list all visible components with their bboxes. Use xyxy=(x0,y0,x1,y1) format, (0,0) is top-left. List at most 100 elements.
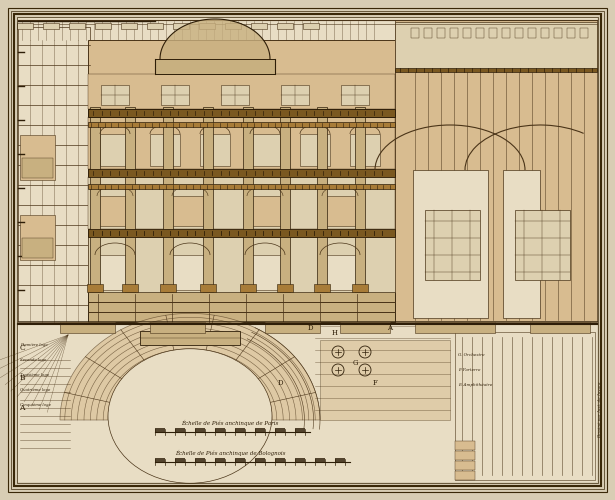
Bar xyxy=(18,18,597,322)
Bar xyxy=(215,428,225,432)
Bar xyxy=(275,458,285,462)
Bar xyxy=(317,107,327,292)
Bar xyxy=(88,122,395,127)
Text: A: A xyxy=(387,324,392,332)
Text: D: D xyxy=(277,379,283,387)
Bar xyxy=(567,28,575,38)
Bar xyxy=(277,284,293,292)
Bar xyxy=(147,23,163,29)
Bar xyxy=(163,107,173,292)
Bar xyxy=(88,292,395,322)
Text: A: A xyxy=(19,404,25,412)
Bar xyxy=(350,134,380,166)
Bar xyxy=(215,458,225,462)
Bar xyxy=(88,74,395,109)
Bar xyxy=(69,23,85,29)
Bar xyxy=(200,134,230,166)
Bar xyxy=(277,23,293,29)
Bar xyxy=(413,170,488,318)
Bar xyxy=(100,134,130,166)
Bar xyxy=(172,196,208,226)
Bar xyxy=(200,284,216,292)
Bar xyxy=(18,334,597,482)
Text: C: C xyxy=(19,344,25,352)
Bar xyxy=(88,177,395,229)
Bar xyxy=(463,28,471,38)
Bar xyxy=(221,85,249,105)
Bar xyxy=(22,158,53,178)
Bar xyxy=(455,461,475,470)
Bar xyxy=(580,28,588,38)
Bar xyxy=(528,28,536,38)
Bar xyxy=(455,451,475,460)
Bar xyxy=(320,255,360,290)
Bar xyxy=(97,196,133,226)
Bar xyxy=(88,184,395,189)
Text: D: D xyxy=(308,324,313,332)
Bar xyxy=(235,458,245,462)
Bar xyxy=(255,428,265,432)
Bar xyxy=(450,28,458,38)
Text: Quatrième loge: Quatrième loge xyxy=(20,388,50,392)
Bar xyxy=(22,238,53,258)
Bar xyxy=(150,322,205,333)
Bar xyxy=(175,458,185,462)
Bar xyxy=(502,28,510,38)
Text: F: F xyxy=(373,379,378,387)
Bar xyxy=(235,428,245,432)
Text: Échelle de Piés anchinque de Paris: Échelle de Piés anchinque de Paris xyxy=(181,420,279,426)
Bar xyxy=(170,255,210,290)
Bar xyxy=(88,117,395,169)
Text: Troisième loge: Troisième loge xyxy=(20,373,49,377)
Bar xyxy=(101,85,129,105)
Bar xyxy=(455,441,475,450)
Bar xyxy=(88,40,395,322)
Bar xyxy=(175,428,185,432)
Text: Dessiné par Just. de Juvara: Dessiné par Just. de Juvara xyxy=(598,382,602,438)
Bar xyxy=(251,23,267,29)
Bar xyxy=(530,322,590,333)
Bar xyxy=(541,28,549,38)
Bar xyxy=(489,28,497,38)
Bar xyxy=(395,20,597,322)
Bar xyxy=(121,23,137,29)
Bar xyxy=(90,107,100,292)
Bar xyxy=(437,28,445,38)
Bar xyxy=(87,284,103,292)
Bar xyxy=(395,22,597,70)
Bar xyxy=(247,196,283,226)
Bar xyxy=(18,27,90,322)
Bar xyxy=(203,107,213,292)
Bar xyxy=(515,28,523,38)
Polygon shape xyxy=(60,314,320,420)
Bar xyxy=(255,458,265,462)
Bar xyxy=(88,229,395,237)
Bar xyxy=(265,322,320,333)
Bar xyxy=(335,458,345,462)
Bar xyxy=(476,28,484,38)
Bar xyxy=(43,23,59,29)
Bar xyxy=(250,134,280,166)
Bar xyxy=(195,458,205,462)
Bar xyxy=(503,170,540,318)
Bar xyxy=(554,28,562,38)
Text: H: H xyxy=(332,329,338,337)
Bar xyxy=(315,458,325,462)
Bar xyxy=(199,23,215,29)
Bar xyxy=(243,107,253,292)
Text: E. Amphithéatre: E. Amphithéatre xyxy=(458,383,493,387)
Bar xyxy=(425,210,480,280)
Text: Échelle de Piés anchinque de Bolognois: Échelle de Piés anchinque de Bolognois xyxy=(175,450,285,456)
Text: Seconde loge: Seconde loge xyxy=(20,358,46,362)
Bar xyxy=(281,85,309,105)
Bar xyxy=(320,340,450,420)
Bar xyxy=(160,284,176,292)
Bar xyxy=(411,28,419,38)
Text: Cinquième loge: Cinquième loge xyxy=(20,403,51,407)
Bar xyxy=(195,428,205,432)
Bar xyxy=(245,255,285,290)
Bar xyxy=(60,322,115,333)
Bar xyxy=(395,68,597,72)
Bar xyxy=(155,458,165,462)
Bar xyxy=(125,107,135,292)
